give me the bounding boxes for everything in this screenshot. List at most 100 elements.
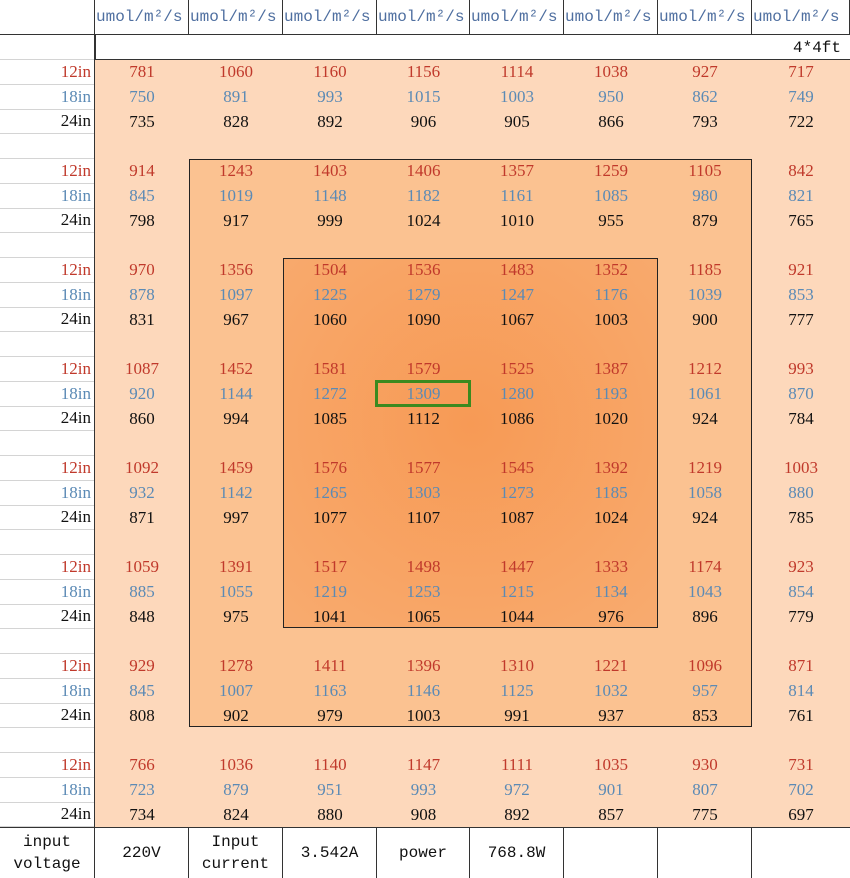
reading: 824 [223, 804, 249, 824]
reading: 870 [788, 384, 814, 404]
reading: 1085 [594, 186, 628, 206]
reading: 845 [129, 186, 155, 206]
reading: 1303 [406, 483, 441, 503]
row-label: 12in [0, 258, 94, 283]
reading: 784 [788, 408, 814, 428]
reading: 1392 [594, 458, 628, 478]
reading: 937 [598, 705, 624, 725]
unit-header: umol/m²/s [377, 0, 470, 35]
reading: 1576 [313, 458, 347, 478]
reading: 1310 [500, 656, 534, 676]
reading: 1161 [500, 186, 534, 206]
reading: 1577 [406, 458, 441, 478]
reading: 1193 [594, 384, 628, 404]
reading: 1525 [500, 359, 534, 379]
reading: 1140 [313, 755, 347, 775]
reading: 1060 [219, 62, 253, 82]
reading: 1003 [406, 705, 441, 725]
size-row [95, 35, 850, 60]
reading: 1125 [500, 681, 534, 701]
reading: 1504 [313, 260, 347, 280]
reading: 1391 [219, 557, 253, 577]
reading: 1041 [313, 606, 347, 626]
reading: 1144 [219, 384, 253, 404]
reading: 901 [598, 780, 624, 800]
label-blank [0, 530, 94, 555]
reading: 1174 [688, 557, 722, 577]
row-label: 18in [0, 579, 94, 605]
reading: 853 [788, 285, 814, 305]
reading: 1219 [313, 582, 347, 602]
reading: 1219 [688, 458, 722, 478]
reading: 1035 [594, 755, 628, 775]
reading: 1019 [219, 186, 253, 206]
reading: 723 [129, 780, 155, 800]
footer-empty [752, 827, 850, 878]
reading: 749 [788, 87, 814, 107]
reading: 921 [788, 260, 814, 280]
reading: 860 [129, 408, 155, 428]
reading: 1038 [594, 62, 628, 82]
reading: 848 [129, 606, 155, 626]
reading: 1273 [500, 483, 534, 503]
reading: 1058 [688, 483, 722, 503]
footer-cell: 220V [95, 827, 189, 878]
reading: 697 [788, 804, 814, 824]
reading: 914 [129, 161, 155, 181]
reading: 1447 [500, 557, 534, 577]
reading: 1146 [406, 681, 441, 701]
reading: 1077 [313, 507, 347, 527]
reading: 1278 [219, 656, 253, 676]
reading: 1065 [406, 606, 441, 626]
reading: 1059 [125, 557, 159, 577]
reading: 814 [788, 681, 814, 701]
reading: 1156 [406, 62, 441, 82]
reading: 821 [788, 186, 814, 206]
reading: 781 [129, 62, 155, 82]
footer-cell: power [377, 827, 470, 878]
reading: 980 [692, 186, 718, 206]
reading: 1097 [219, 285, 253, 305]
row-label: 24in [0, 703, 94, 729]
reading: 896 [692, 606, 718, 626]
reading: 779 [788, 606, 814, 626]
selected-cell[interactable] [375, 380, 471, 407]
reading: 702 [788, 780, 814, 800]
inner-region [283, 258, 658, 628]
reading: 793 [692, 111, 718, 131]
reading: 1087 [500, 507, 534, 527]
reading: 1387 [594, 359, 628, 379]
footer-empty [564, 827, 658, 878]
row-label: 18in [0, 282, 94, 308]
reading: 761 [788, 705, 814, 725]
reading: 991 [504, 705, 530, 725]
row-label: 24in [0, 307, 94, 333]
reading: 972 [504, 780, 530, 800]
reading: 970 [129, 260, 155, 280]
unit-header: umol/m²/s [470, 0, 564, 35]
reading: 976 [598, 606, 624, 626]
reading: 993 [410, 780, 437, 800]
reading: 871 [788, 656, 814, 676]
row-label: 12in [0, 357, 94, 382]
reading: 993 [317, 87, 343, 107]
row-label: 24in [0, 208, 94, 234]
reading: 807 [692, 780, 718, 800]
reading: 1545 [500, 458, 534, 478]
reading: 717 [788, 62, 814, 82]
reading: 862 [692, 87, 718, 107]
reading: 828 [223, 111, 249, 131]
reading: 975 [223, 606, 249, 626]
reading: 1007 [219, 681, 253, 701]
reading: 994 [223, 408, 249, 428]
reading: 917 [223, 210, 249, 230]
reading: 1003 [594, 309, 628, 329]
reading: 857 [598, 804, 624, 824]
reading: 1536 [406, 260, 441, 280]
reading: 1044 [500, 606, 534, 626]
reading: 1406 [406, 161, 441, 181]
reading: 891 [223, 87, 249, 107]
row-label: 24in [0, 604, 94, 630]
reading: 902 [223, 705, 249, 725]
